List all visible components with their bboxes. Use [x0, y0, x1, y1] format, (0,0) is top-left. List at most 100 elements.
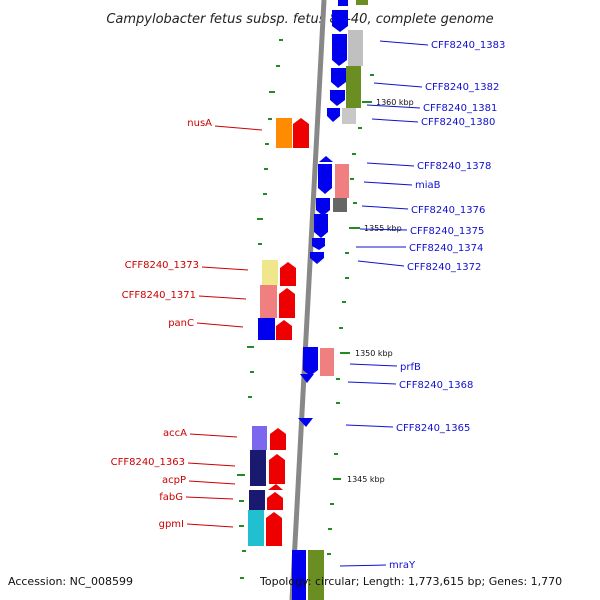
gc-mark [339, 327, 343, 329]
gc-mark [263, 193, 267, 195]
gene-arrow [327, 108, 340, 122]
gene-label[interactable]: gpmI [159, 519, 184, 530]
category-box [356, 0, 368, 5]
topology-label: Topology: circular; Length: 1,773,615 bp… [259, 575, 562, 588]
gene-label[interactable]: CFF8240_1372 [407, 262, 481, 273]
gc-mark [257, 218, 263, 220]
gene-label[interactable]: nusA [187, 118, 212, 129]
gene-label[interactable]: panC [168, 318, 194, 329]
gc-mark [336, 378, 340, 380]
gene-arrow [319, 156, 333, 162]
gene-arrow [276, 320, 292, 340]
gene-arrow [312, 238, 325, 250]
gene-arrow [268, 484, 283, 490]
gc-mark [336, 402, 340, 404]
gc-mark [327, 553, 331, 555]
gc-mark [334, 453, 338, 455]
gene-label[interactable]: miaB [415, 180, 441, 191]
gene-arrow [292, 550, 306, 600]
gc-mark [248, 396, 252, 398]
category-box [249, 490, 265, 510]
category-box [248, 510, 264, 546]
gene-arrow [279, 288, 295, 318]
gc-mark [269, 91, 275, 93]
forward-strand-genes [292, 0, 368, 600]
tick-label-1355: 1355 kbp [364, 224, 402, 233]
category-box [333, 198, 347, 212]
tick-label-1345: 1345 kbp [347, 475, 385, 484]
gc-mark [330, 503, 334, 505]
gene-label[interactable]: accA [163, 428, 187, 439]
category-box [262, 260, 278, 285]
gene-arrow [332, 10, 348, 32]
gene-label[interactable]: CFF8240_1383 [431, 40, 505, 51]
category-box [252, 426, 267, 450]
gene-arrow [298, 418, 313, 427]
gc-mark [353, 202, 357, 204]
tick-label-1360: 1360 kbp [376, 98, 414, 107]
category-box [342, 108, 356, 124]
gene-arrow [300, 374, 314, 383]
gene-label[interactable]: CFF8240_1374 [409, 243, 483, 254]
gene-label[interactable]: CFF8240_1376 [411, 205, 485, 216]
gc-mark [265, 143, 269, 145]
gene-label[interactable]: CFF8240_1378 [417, 161, 491, 172]
gene-label[interactable]: mraY [389, 560, 416, 571]
reverse-strand-genes [248, 118, 309, 546]
category-box [250, 450, 266, 486]
genome-backbone [289, 0, 327, 600]
gene-label[interactable]: CFF8240_1368 [399, 380, 473, 391]
gene-label[interactable]: CFF8240_1382 [425, 82, 499, 93]
category-box [250, 486, 265, 490]
gc-mark [352, 153, 356, 155]
gene-label[interactable]: CFF8240_1373 [125, 260, 199, 271]
gc-mark [237, 474, 245, 476]
gc-mark [239, 500, 244, 502]
gc-mark [345, 277, 349, 279]
gene-arrow [314, 214, 328, 238]
category-box [335, 164, 349, 198]
gc-mark [240, 577, 244, 579]
gene-label[interactable]: CFF8240_1363 [111, 457, 185, 468]
gc-mark [276, 65, 280, 67]
gene-label[interactable]: CFF8240_1380 [421, 117, 495, 128]
gene-label[interactable]: CFF8240_1371 [122, 290, 196, 301]
category-box [348, 30, 363, 66]
gc-mark [247, 346, 254, 348]
gene-arrow [310, 252, 324, 264]
category-box [260, 285, 277, 318]
gene-arrow [332, 34, 347, 66]
gene-label[interactable]: prfB [400, 362, 421, 373]
gene-arrow [280, 262, 296, 286]
map-title: Campylobacter fetus subsp. fetus 82-40, … [106, 12, 493, 27]
gc-mark [345, 252, 349, 254]
right-gene-labels: CFF8240_1383 CFF8240_1382 CFF8240_1381 C… [339, 40, 505, 571]
gc-mark [358, 127, 362, 129]
gc-mark [370, 74, 374, 76]
gene-arrow [266, 512, 282, 546]
gc-mark [350, 178, 354, 180]
gene-arrow [303, 347, 318, 376]
gene-label[interactable]: CFF8240_1365 [396, 423, 470, 434]
gene-arrow [267, 492, 283, 510]
gc-mark [250, 371, 254, 373]
gene-arrow [270, 428, 286, 450]
category-box [258, 318, 275, 340]
gc-mark [342, 301, 346, 303]
gc-mark [264, 168, 268, 170]
category-box [308, 550, 324, 600]
gene-label[interactable]: fabG [159, 492, 183, 503]
category-box [346, 66, 361, 108]
gc-mark [268, 118, 272, 120]
tick-label-1350: 1350 kbp [355, 349, 393, 358]
gene-label[interactable]: CFF8240_1375 [410, 226, 484, 237]
category-box [320, 348, 334, 376]
gene-label[interactable]: acpP [162, 475, 186, 486]
gene-label[interactable]: CFF8240_1381 [423, 103, 497, 114]
gene-arrow [338, 0, 348, 6]
left-gene-labels: nusA CFF8240_1373 CFF8240_1371 panC accA… [111, 118, 263, 530]
gene-arrow [330, 90, 345, 106]
gc-mark [258, 243, 262, 245]
